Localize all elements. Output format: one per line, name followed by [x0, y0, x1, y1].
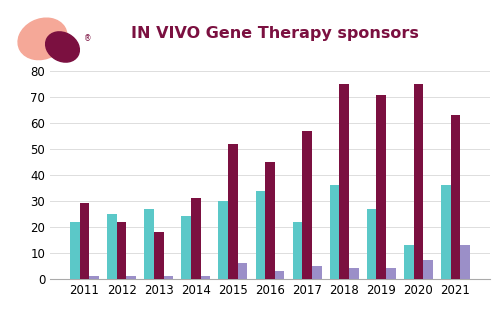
Bar	[367, 209, 376, 279]
Bar	[330, 185, 340, 279]
Bar	[126, 276, 136, 279]
Bar	[312, 266, 322, 279]
Bar	[182, 216, 191, 279]
Bar	[386, 268, 396, 279]
Bar	[218, 201, 228, 279]
Bar	[414, 84, 423, 279]
Bar	[191, 198, 200, 279]
Bar	[265, 162, 275, 279]
Bar	[275, 271, 284, 279]
Bar	[302, 131, 312, 279]
Bar	[200, 276, 210, 279]
Bar	[460, 245, 470, 279]
Bar	[441, 185, 450, 279]
Bar	[349, 268, 358, 279]
Bar	[404, 245, 413, 279]
Bar	[256, 191, 265, 279]
Bar	[154, 232, 164, 279]
Bar	[144, 209, 154, 279]
Text: ®: ®	[84, 34, 92, 43]
Bar	[340, 84, 349, 279]
Bar	[423, 260, 433, 279]
Bar	[164, 276, 173, 279]
Text: IN VIVO Gene Therapy sponsors: IN VIVO Gene Therapy sponsors	[131, 26, 419, 41]
Bar	[90, 276, 99, 279]
Bar	[117, 222, 126, 279]
Bar	[376, 95, 386, 279]
Bar	[80, 203, 90, 279]
Bar	[107, 214, 117, 279]
Bar	[450, 115, 460, 279]
Bar	[292, 222, 302, 279]
Bar	[238, 263, 248, 279]
Bar	[70, 222, 80, 279]
Bar	[228, 144, 237, 279]
